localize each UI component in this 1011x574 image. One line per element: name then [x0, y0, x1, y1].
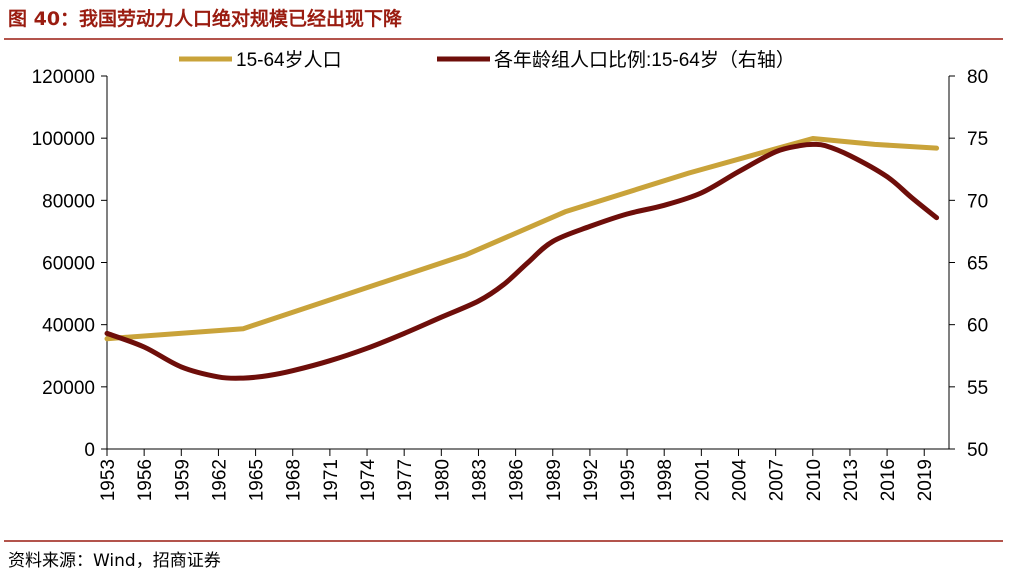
right-tick-label: 55 [967, 378, 988, 399]
x-tick-label: 1965 [247, 459, 268, 501]
chart-title: 图 40：我国劳动力人口绝对规模已经出现下降 [8, 8, 403, 30]
x-tick-label: 1974 [358, 459, 379, 502]
right-tick-label: 70 [967, 191, 988, 212]
right-tick-label: 80 [967, 67, 988, 88]
left-tick-label: 100000 [32, 129, 95, 150]
x-tick-label: 2013 [841, 459, 862, 501]
x-tick-label: 2010 [804, 459, 825, 501]
x-tick-label: 1977 [395, 459, 416, 501]
x-tick-label: 1983 [469, 459, 490, 501]
x-tick-label: 1995 [618, 459, 639, 501]
legend-label-population: 15-64岁人口 [236, 49, 342, 71]
x-tick-label: 1968 [284, 459, 305, 501]
x-tick-label: 2016 [878, 459, 899, 501]
x-tick-label: 1953 [98, 459, 119, 501]
right-tick-label: 65 [967, 254, 988, 275]
x-tick-label: 1959 [172, 459, 193, 501]
series-line-working-age-share [104, 141, 940, 381]
x-tick-label: 1998 [655, 459, 676, 501]
legend-label-share: 各年龄组人口比例:15-64岁（右轴） [494, 49, 795, 71]
right-tick-label: 60 [967, 316, 988, 337]
x-tick-label: 1986 [507, 459, 528, 501]
left-tick-label: 0 [84, 440, 95, 461]
x-tick-label: 2001 [692, 459, 713, 501]
x-tick-label: 2004 [730, 459, 751, 502]
right-tick-label: 50 [967, 440, 988, 461]
right-tick-label: 75 [967, 129, 988, 150]
x-tick-label: 1956 [135, 459, 156, 501]
x-tick-label: 1962 [209, 459, 230, 501]
left-tick-label: 20000 [42, 378, 95, 399]
left-tick-label: 40000 [42, 316, 95, 337]
left-tick-label: 60000 [42, 254, 95, 275]
x-tick-label: 1980 [432, 459, 453, 501]
left-tick-label: 120000 [32, 67, 95, 88]
left-tick-label: 80000 [42, 191, 95, 212]
source-note: 资料来源：Wind，招商证券 [8, 551, 221, 571]
x-tick-label: 1989 [544, 459, 565, 501]
x-tick-label: 2019 [915, 459, 936, 501]
series-line-working-age-population [104, 136, 940, 342]
x-tick-label: 1992 [581, 459, 602, 501]
x-tick-label: 2007 [767, 459, 788, 501]
x-tick-label: 1971 [321, 459, 342, 501]
